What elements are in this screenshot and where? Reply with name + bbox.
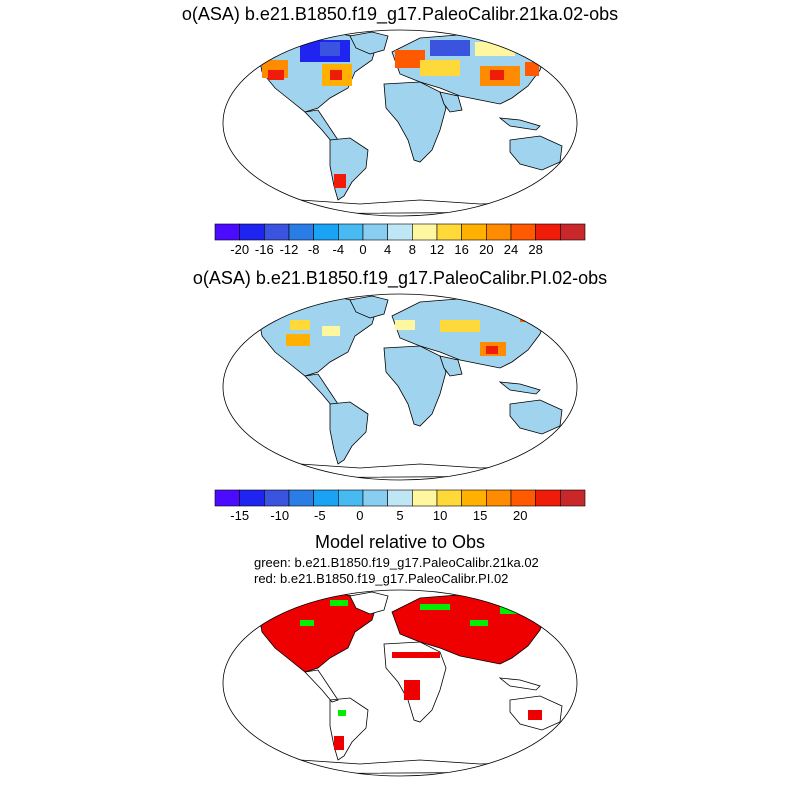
colorbar-tick-label: 16 <box>454 242 469 257</box>
colorbar-tick-label: 5 <box>396 508 404 523</box>
colorbar-tick-label: -20 <box>230 242 250 257</box>
panel-2-title: o(ASA) b.e21.B1850.f19_g17.PaleoCalibr.P… <box>192 268 608 288</box>
colorbar-box <box>560 223 586 241</box>
map-1-border <box>222 29 578 217</box>
panel-3-subtitle-red: red: b.e21.B1850.f19_g17.PaleoCalibr.PI.… <box>254 571 509 586</box>
colorbar-tick-label: -4 <box>332 242 345 257</box>
panel-1-title: o(ASA) b.e21.B1850.f19_g17.PaleoCalibr.2… <box>181 4 619 24</box>
colorbar-tick-label: 15 <box>472 508 488 523</box>
colorbar-tick-label: 0 <box>359 242 367 257</box>
map-2-border <box>222 293 578 481</box>
colorbar-tick-label: 28 <box>528 242 543 257</box>
colorbar-tick-label: -8 <box>307 242 320 257</box>
colorbar-box <box>560 489 586 507</box>
colorbar-tick-label: 20 <box>479 242 494 257</box>
colorbar-tick-label: 12 <box>429 242 445 257</box>
colorbar-tick-label: -15 <box>230 508 250 523</box>
colorbar-tick-label: 20 <box>513 508 528 523</box>
colorbar-tick-label: 0 <box>356 508 364 523</box>
colorbar-tick-label: -16 <box>254 242 274 257</box>
colorbar-tick-label: 8 <box>408 242 416 257</box>
map-3-land <box>248 591 563 775</box>
map-3-border <box>222 589 578 777</box>
colorbar-tick-label: -10 <box>270 508 290 523</box>
colorbar-tick-label: -12 <box>279 242 299 257</box>
panel-3-subtitle-green: green: b.e21.B1850.f19_g17.PaleoCalibr.2… <box>254 555 539 570</box>
map-2-land <box>248 295 563 479</box>
colorbar-tick-label: -5 <box>314 508 326 523</box>
colorbar-tick-label: 24 <box>503 242 519 257</box>
panel-3-title: Model relative to Obs <box>314 532 486 552</box>
colorbar-tick-label: 10 <box>432 508 448 523</box>
colorbar-tick-label: 4 <box>384 242 392 257</box>
